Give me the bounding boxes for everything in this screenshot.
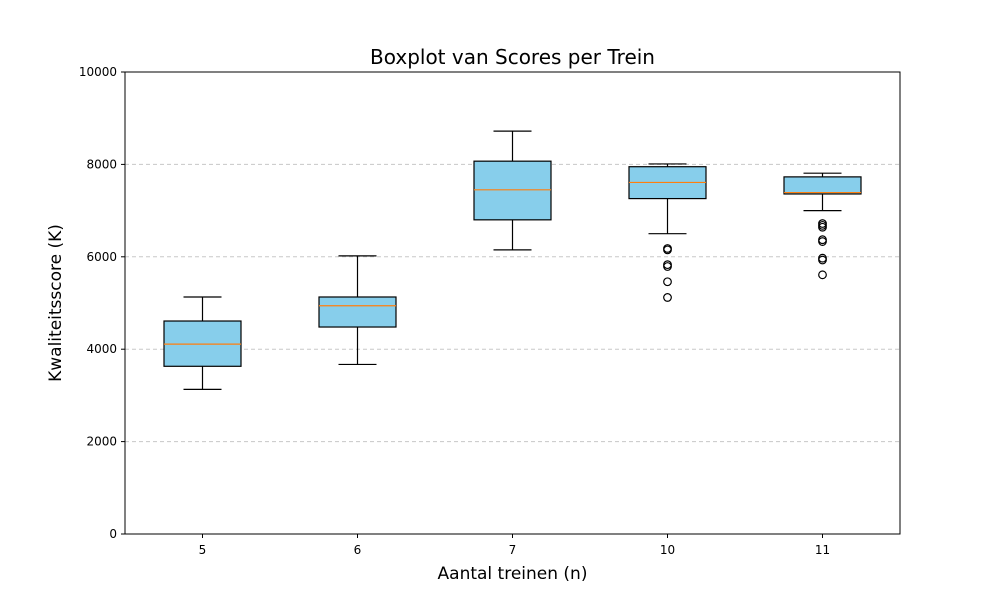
x-tick-label: 10 (660, 543, 675, 557)
box-group-6 (318, 255, 397, 366)
x-axis-title: Aantal treinen (n) (438, 564, 588, 584)
y-tick-label: 8000 (86, 157, 117, 171)
box-group-5 (163, 296, 242, 390)
outlier-point (663, 245, 672, 255)
box-group-7 (473, 130, 552, 251)
x-tick-label: 5 (199, 543, 207, 557)
iqr-box (473, 160, 552, 221)
boxes-layer (163, 130, 862, 390)
x-axis-ticks: 5 6 7 10 11 (199, 534, 830, 557)
y-tick-label: 4000 (86, 342, 117, 356)
x-tick-label: 7 (509, 543, 517, 557)
outlier-point (818, 270, 827, 280)
y-tick-label: 6000 (86, 250, 117, 264)
y-tick-label: 2000 (86, 435, 117, 449)
x-tick-label: 6 (354, 543, 362, 557)
outlier-point (663, 277, 672, 287)
chart-title: Boxplot van Scores per Trein (370, 45, 655, 69)
y-tick-label: 10000 (79, 65, 117, 79)
box-group-10 (628, 163, 707, 302)
box-group-11 (783, 172, 862, 280)
y-tick-label: 0 (109, 527, 117, 541)
outlier-point (818, 222, 827, 232)
outlier-point (663, 293, 672, 302)
y-axis-ticks: 0 2000 4000 6000 8000 10000 (79, 65, 125, 541)
outlier-point (818, 255, 827, 265)
outlier-point (818, 237, 827, 246)
x-tick-label: 11 (815, 543, 830, 557)
outlier-point (663, 262, 672, 271)
y-axis-title: Kwaliteitsscore (K) (46, 224, 66, 382)
iqr-box (783, 176, 862, 195)
iqr-box (318, 296, 397, 328)
